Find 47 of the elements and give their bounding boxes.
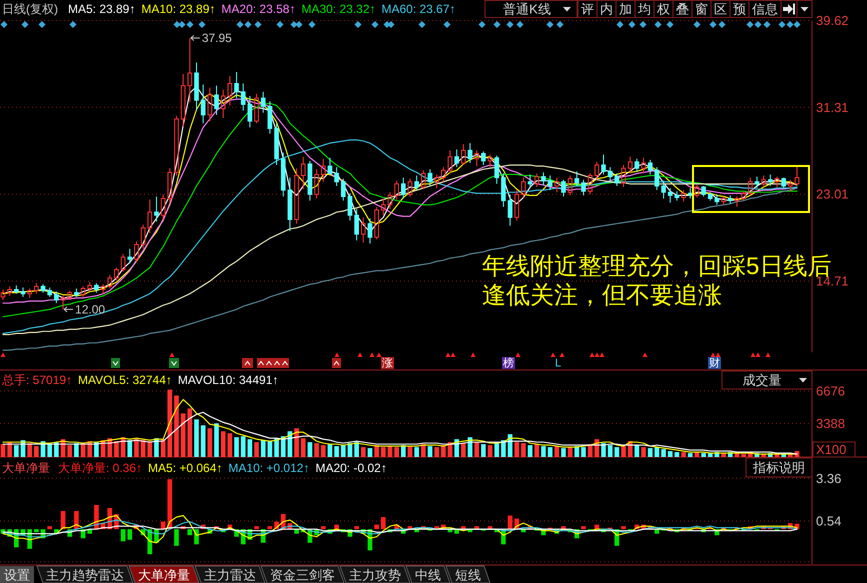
annotation: 成交量 (742, 372, 782, 388)
text: 信息 (752, 2, 778, 16)
y-tick-label: 23.01 (816, 186, 849, 202)
series-label: MAVOL5: 32744↑ (78, 373, 172, 387)
text: 主力趋势雷达 (46, 568, 124, 582)
text: 主力雷达 (204, 568, 256, 582)
chart-title: 大单净量 (2, 461, 50, 475)
text: MA30: 23.32↑ (301, 2, 376, 16)
text: MA20: -0.02↑ (315, 461, 387, 475)
text: L (554, 358, 562, 370)
text: MA5: 23.89↑ (68, 2, 136, 16)
y-tick-label: 39.62 (816, 13, 849, 28)
y-tick-label: 6676 (816, 383, 845, 398)
text: 权 (656, 2, 670, 16)
annotation: 指标说明 (752, 460, 805, 475)
text: MAVOL10: 34491↑ (178, 373, 278, 387)
text: 大单净量: 0.36↑ (58, 461, 142, 475)
text: 大单净量 (138, 568, 190, 582)
y-tick-label: 31.31 (816, 100, 849, 115)
text: 设置 (4, 568, 30, 582)
text: 短线 (455, 568, 481, 582)
text: 总手: 57019↑ (1, 373, 72, 387)
y-tick-label: 0.54 (816, 514, 842, 528)
text: 均 (637, 2, 651, 16)
text: MA5: +0.064↑ (148, 461, 222, 475)
text: 中线 (415, 568, 441, 582)
text: MA60: 23.67↑ (382, 2, 456, 16)
text: 叠 (676, 2, 689, 16)
text: 加 (619, 2, 632, 16)
annotation: 逢低关注，但不要追涨 (482, 282, 722, 309)
annotation: 37.95 (202, 30, 232, 45)
text: 资金三剑客 (270, 568, 335, 582)
text: MA10: 23.89↑ (141, 2, 216, 16)
text: 预 (733, 2, 746, 16)
y-axis-title: X100 (816, 442, 846, 457)
text: 窗 (695, 2, 708, 16)
y-tick-label: 3388 (816, 416, 845, 431)
y-tick-label: 3.36 (816, 470, 842, 486)
text: 主力攻势 (349, 568, 401, 582)
text: MA20: 23.58↑ (221, 2, 296, 16)
text: 普通K线 (503, 2, 551, 16)
text: 评 (581, 2, 594, 16)
text: MA10: +0.012↑ (228, 461, 310, 475)
annotation: 12.00 (75, 302, 106, 316)
text: 区 (714, 2, 727, 16)
text: 日线(复权) (2, 2, 58, 16)
text: 内 (600, 2, 613, 16)
